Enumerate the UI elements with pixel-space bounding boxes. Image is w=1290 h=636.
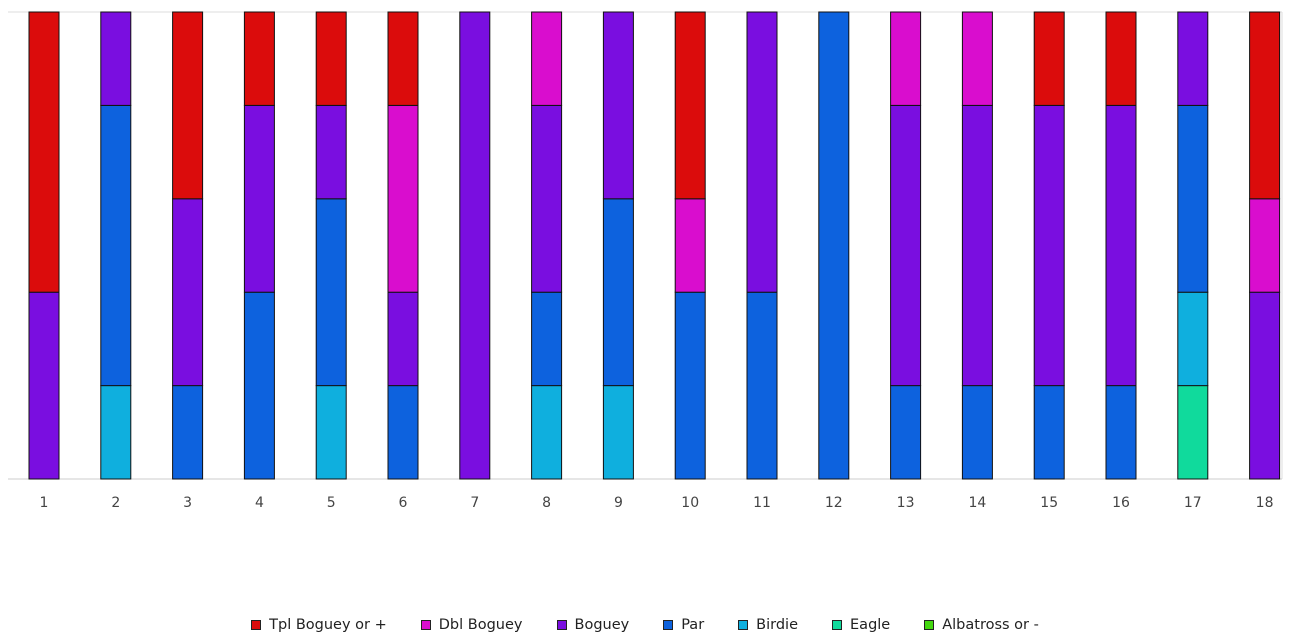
legend-label: Par (681, 617, 705, 633)
x-tick-label: 17 (1184, 495, 1202, 511)
bar-segment-hole-9-birdie[interactable] (602, 385, 634, 480)
x-tick-label: 11 (753, 495, 771, 511)
bar-segment-hole-8-birdie[interactable] (531, 385, 563, 480)
bar-segment-hole-13-par[interactable] (890, 385, 922, 480)
x-tick-label: 9 (614, 495, 623, 511)
legend-label: Boguey (574, 617, 630, 633)
bar-segment-hole-11-boguey[interactable] (746, 11, 778, 293)
legend-item[interactable]: Birdie (738, 617, 798, 633)
legend-swatch (251, 620, 262, 630)
bar-segment-hole-5-par[interactable] (315, 198, 347, 387)
legend-item[interactable]: Par (663, 617, 704, 633)
bar-segment-hole-5-boguey[interactable] (315, 104, 347, 200)
legend-swatch (832, 620, 843, 630)
bar-segment-hole-3-boguey[interactable] (172, 198, 204, 387)
bar-segment-hole-7-boguey[interactable] (459, 11, 491, 480)
x-tick-label: 14 (968, 495, 986, 511)
bar-segment-hole-6-dbl-boguey[interactable] (387, 104, 419, 293)
bar-segment-hole-10-par[interactable] (674, 291, 706, 480)
bar-segment-hole-18-boguey[interactable] (1249, 291, 1281, 480)
bar-segment-hole-12-par[interactable] (818, 11, 850, 480)
bar-segment-hole-4-boguey[interactable] (243, 104, 275, 293)
x-tick-label: 18 (1256, 495, 1274, 511)
bar-segment-hole-10-tpl-boguey-or[interactable] (674, 11, 706, 200)
legend-swatch (663, 620, 674, 630)
legend-item[interactable]: Albatross or - (924, 617, 1039, 633)
bar-segment-hole-6-tpl-boguey-or[interactable] (387, 11, 419, 106)
stacked-bar-chart: 1 2 3 4 5 6 7 8 9 10 11 12 13 14 15 16 17 18 (8, 11, 1283, 511)
bar-segment-hole-14-boguey[interactable] (961, 104, 993, 387)
bar-segment-hole-4-tpl-boguey-or[interactable] (243, 11, 275, 106)
legend-swatch (420, 620, 431, 630)
bar-segment-hole-6-par[interactable] (387, 385, 419, 480)
bar-segment-hole-17-eagle[interactable] (1177, 385, 1209, 480)
bar-segment-hole-16-par[interactable] (1105, 385, 1137, 480)
legend-label: Albatross or - (942, 617, 1039, 633)
legend-swatch (924, 620, 935, 630)
legend-label: Birdie (756, 617, 799, 633)
bars-group (28, 11, 1281, 480)
bar-segment-hole-17-boguey[interactable] (1177, 11, 1209, 106)
legend-item[interactable]: Tpl Boguey or + (251, 617, 387, 633)
bar-segment-hole-3-tpl-boguey-or[interactable] (172, 11, 204, 200)
bar-segment-hole-5-birdie[interactable] (315, 385, 347, 480)
x-tick-label: 6 (399, 495, 408, 511)
legend: Tpl Boguey or + Dbl Boguey Boguey Par Birdie… (0, 614, 1290, 636)
bar-segment-hole-9-par[interactable] (602, 198, 634, 387)
x-tick-label: 2 (111, 495, 120, 511)
bar-segment-hole-2-birdie[interactable] (100, 385, 132, 480)
x-tick-labels: 1 2 3 4 5 6 7 8 9 10 11 12 13 14 15 16 17 18 (40, 495, 1274, 511)
legend-item[interactable]: Boguey (556, 617, 630, 633)
bar-segment-hole-8-dbl-boguey[interactable] (531, 11, 563, 106)
bar-segment-hole-11-par[interactable] (746, 291, 778, 480)
bar-segment-hole-2-boguey[interactable] (100, 11, 132, 106)
bar-segment-hole-1-tpl-boguey-or[interactable] (28, 11, 60, 293)
x-tick-label: 13 (897, 495, 915, 511)
bar-segment-hole-8-par[interactable] (531, 291, 563, 387)
legend-swatch (738, 620, 749, 630)
legend-item[interactable]: Dbl Boguey (420, 617, 523, 633)
x-tick-label: 1 (40, 495, 49, 511)
x-tick-label: 10 (681, 495, 699, 511)
bar-segment-hole-10-dbl-boguey[interactable] (674, 198, 706, 293)
legend-item[interactable]: Eagle (832, 617, 890, 633)
bar-segment-hole-14-par[interactable] (961, 385, 993, 480)
legend-swatch (556, 620, 567, 630)
x-tick-label: 15 (1040, 495, 1058, 511)
bar-segment-hole-16-boguey[interactable] (1105, 104, 1137, 387)
bar-segment-hole-18-dbl-boguey[interactable] (1249, 198, 1281, 293)
legend-label: Tpl Boguey or + (269, 617, 387, 633)
x-tick-label: 3 (183, 495, 192, 511)
bar-segment-hole-9-boguey[interactable] (602, 11, 634, 200)
x-tick-label: 8 (542, 495, 551, 511)
x-tick-label: 16 (1112, 495, 1130, 511)
legend-label: Dbl Boguey (438, 617, 523, 633)
bar-segment-hole-6-boguey[interactable] (387, 291, 419, 387)
bar-segment-hole-13-boguey[interactable] (890, 104, 922, 387)
bar-segment-hole-1-boguey[interactable] (28, 291, 60, 480)
bar-segment-hole-17-birdie[interactable] (1177, 291, 1209, 387)
bar-segment-hole-3-par[interactable] (172, 385, 204, 480)
x-tick-label: 4 (255, 495, 264, 511)
bar-segment-hole-15-boguey[interactable] (1033, 104, 1065, 387)
bar-segment-hole-15-par[interactable] (1033, 385, 1065, 480)
bar-segment-hole-15-tpl-boguey-or[interactable] (1033, 11, 1065, 106)
bar-segment-hole-4-par[interactable] (243, 291, 275, 480)
bar-segment-hole-8-boguey[interactable] (531, 104, 563, 293)
x-tick-label: 12 (825, 495, 843, 511)
bar-segment-hole-18-tpl-boguey-or[interactable] (1249, 11, 1281, 200)
bar-segment-hole-5-tpl-boguey-or[interactable] (315, 11, 347, 106)
x-tick-label: 7 (470, 495, 479, 511)
bar-segment-hole-13-dbl-boguey[interactable] (890, 11, 922, 106)
x-tick-label: 5 (327, 495, 336, 511)
bar-segment-hole-17-par[interactable] (1177, 104, 1209, 293)
bar-segment-hole-2-par[interactable] (100, 104, 132, 387)
bar-segment-hole-16-tpl-boguey-or[interactable] (1105, 11, 1137, 106)
bar-segment-hole-14-dbl-boguey[interactable] (961, 11, 993, 106)
legend-label: Eagle (850, 617, 891, 633)
